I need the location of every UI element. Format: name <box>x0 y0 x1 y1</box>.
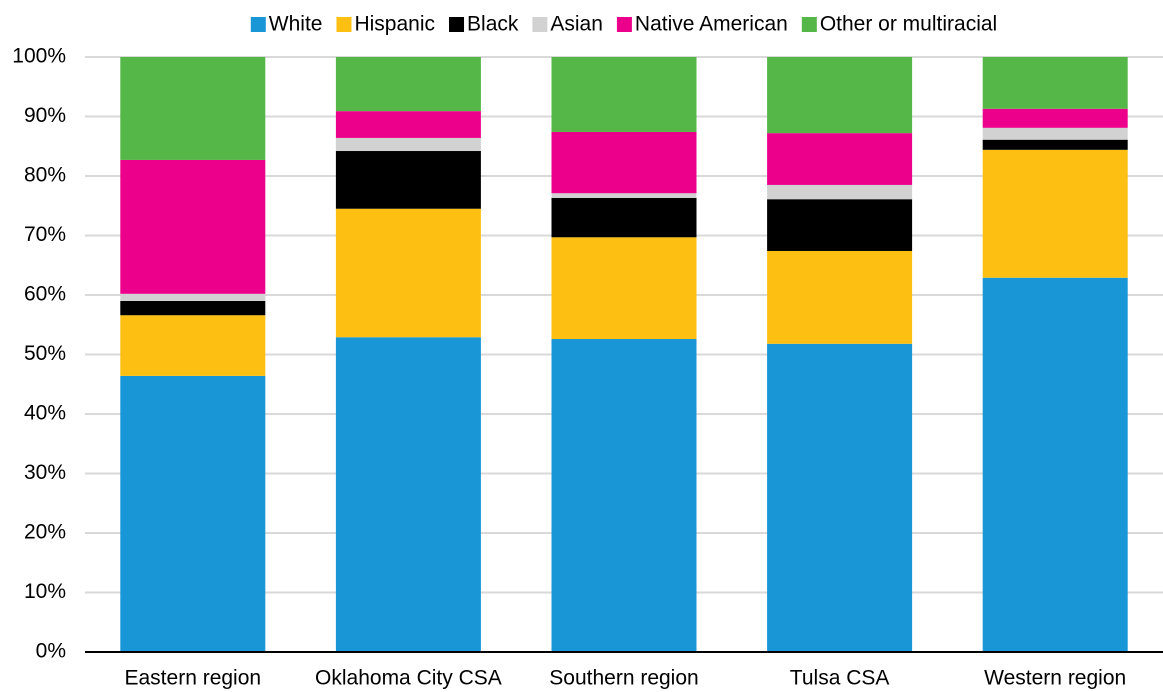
legend-label: Asian <box>550 13 603 36</box>
bar-segment <box>767 343 913 652</box>
bar-segment <box>335 151 481 209</box>
legend-swatch <box>250 17 266 32</box>
bar-segment <box>767 250 913 344</box>
bar-segment <box>120 159 266 294</box>
x-tick-label: Western region <box>984 667 1126 690</box>
legend-swatch <box>616 17 632 32</box>
y-tick-label: 10% <box>24 580 66 603</box>
bar-segment <box>982 127 1128 140</box>
bar-segment <box>982 108 1128 128</box>
legend-label: Hispanic <box>354 13 435 36</box>
y-tick-label: 90% <box>24 104 66 127</box>
bar-segment <box>120 315 266 376</box>
y-tick-label: 50% <box>24 342 66 365</box>
bar-segment <box>551 131 697 194</box>
legend-swatch <box>449 17 465 32</box>
y-tick-label: 70% <box>24 223 66 246</box>
legend-swatch <box>336 17 352 32</box>
x-tick-label: Southern region <box>549 667 698 690</box>
bar-segment <box>767 184 913 200</box>
bar-segment <box>767 199 913 251</box>
bar-segment <box>120 293 266 301</box>
bar-segment <box>335 137 481 152</box>
bar-segment <box>120 300 266 316</box>
y-tick-label: 80% <box>24 164 66 187</box>
legend-label: Black <box>467 13 519 36</box>
bar-segment <box>767 57 913 134</box>
y-tick-label: 40% <box>24 402 66 425</box>
y-tick-label: 30% <box>24 461 66 484</box>
bar-segment <box>551 193 697 199</box>
bar-segment <box>767 133 913 185</box>
legend-swatch <box>801 17 817 32</box>
bar-segment <box>982 277 1128 652</box>
bar-segment <box>120 375 266 652</box>
bar-segment <box>982 139 1128 150</box>
x-tick-label: Eastern region <box>125 667 262 690</box>
legend-label: Native American <box>635 13 788 36</box>
bar-segment <box>335 208 481 338</box>
legend-label: Other or multiracial <box>820 13 997 36</box>
bar-segment <box>335 337 481 652</box>
bar-segment <box>120 57 266 160</box>
bar-segment <box>551 198 697 238</box>
bar-segment <box>982 149 1128 278</box>
bar-segment <box>551 57 697 132</box>
legend-swatch <box>532 17 548 32</box>
y-tick-label: 100% <box>12 45 66 68</box>
bar-segment <box>551 339 697 652</box>
bar-segment <box>335 111 481 138</box>
y-tick-label: 0% <box>36 640 66 663</box>
x-tick-label: Oklahoma City CSA <box>315 667 502 690</box>
x-tick-label: Tulsa CSA <box>790 667 890 690</box>
bar-segment <box>335 57 481 112</box>
bar-segment <box>551 237 697 340</box>
legend: White Hispanic Black Asian Native American Ot… <box>250 13 997 36</box>
legend-label: White <box>269 13 323 36</box>
y-tick-label: 20% <box>24 521 66 544</box>
bar-segment <box>982 57 1128 109</box>
y-tick-label: 60% <box>24 283 66 306</box>
